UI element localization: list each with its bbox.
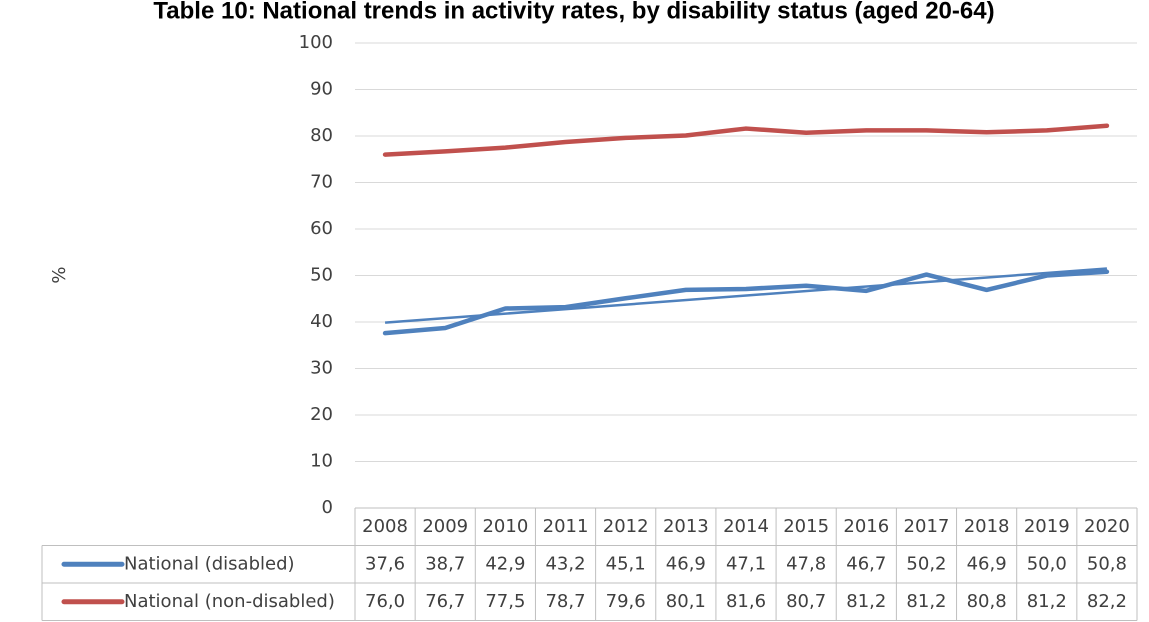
table-value: 46,9 — [666, 553, 706, 574]
table-value: 47,8 — [786, 553, 826, 574]
y-tick-label: 10 — [310, 451, 333, 472]
table-value: 50,0 — [1027, 553, 1067, 574]
table-value: 81,2 — [906, 591, 946, 612]
trendline — [384, 267, 1108, 324]
table-value: 81,2 — [1027, 591, 1067, 612]
table-value: 80,7 — [786, 591, 826, 612]
table-value: 76,7 — [425, 591, 465, 612]
y-tick-label: 50 — [310, 265, 333, 286]
x-tick-label: 2019 — [1024, 516, 1070, 537]
x-tick-label: 2015 — [783, 516, 829, 537]
table-value: 80,8 — [967, 591, 1007, 612]
table-value: 78,7 — [545, 591, 585, 612]
table-value: 46,7 — [846, 553, 886, 574]
y-tick-label: 30 — [310, 358, 333, 379]
x-tick-label: 2018 — [964, 516, 1010, 537]
y-tick-label: 0 — [322, 497, 333, 518]
y-tick-label: 80 — [310, 125, 333, 146]
table-value: 77,5 — [485, 591, 525, 612]
table-value: 45,1 — [606, 553, 646, 574]
x-tick-label: 2020 — [1084, 516, 1130, 537]
table-value: 76,0 — [365, 591, 405, 612]
x-tick-label: 2008 — [362, 516, 408, 537]
chart-title: Table 10: National trends in activity ra… — [153, 0, 994, 24]
table-value: 80,1 — [666, 591, 706, 612]
data-line — [382, 269, 1110, 336]
table-value: 50,2 — [906, 553, 946, 574]
x-tick-label: 2013 — [663, 516, 709, 537]
x-tick-label: 2016 — [843, 516, 889, 537]
y-tick-label: 40 — [310, 311, 333, 332]
table-value: 38,7 — [425, 553, 465, 574]
y-tick-label: 100 — [299, 32, 333, 53]
y-tick-label: 60 — [310, 218, 333, 239]
legend-label: National (non-disabled) — [124, 591, 335, 612]
table-value: 50,8 — [1087, 553, 1127, 574]
y-axis-label: % — [49, 266, 70, 283]
table-value: 81,6 — [726, 591, 766, 612]
table-value: 82,2 — [1087, 591, 1127, 612]
table-value: 81,2 — [846, 591, 886, 612]
y-tick-label: 70 — [310, 172, 333, 193]
y-tick-label: 20 — [310, 404, 333, 425]
table-value: 79,6 — [606, 591, 646, 612]
x-tick-label: 2011 — [543, 516, 589, 537]
table-value: 43,2 — [545, 553, 585, 574]
table-value: 46,9 — [967, 553, 1007, 574]
x-tick-label: 2017 — [904, 516, 950, 537]
legend-label: National (disabled) — [124, 553, 295, 574]
table-value: 37,6 — [365, 553, 405, 574]
data-line — [382, 123, 1110, 157]
x-tick-label: 2010 — [482, 516, 528, 537]
table-value: 47,1 — [726, 553, 766, 574]
y-tick-label: 90 — [310, 79, 333, 100]
x-tick-label: 2009 — [422, 516, 468, 537]
x-tick-label: 2012 — [603, 516, 649, 537]
table-value: 42,9 — [485, 553, 525, 574]
x-tick-label: 2014 — [723, 516, 769, 537]
